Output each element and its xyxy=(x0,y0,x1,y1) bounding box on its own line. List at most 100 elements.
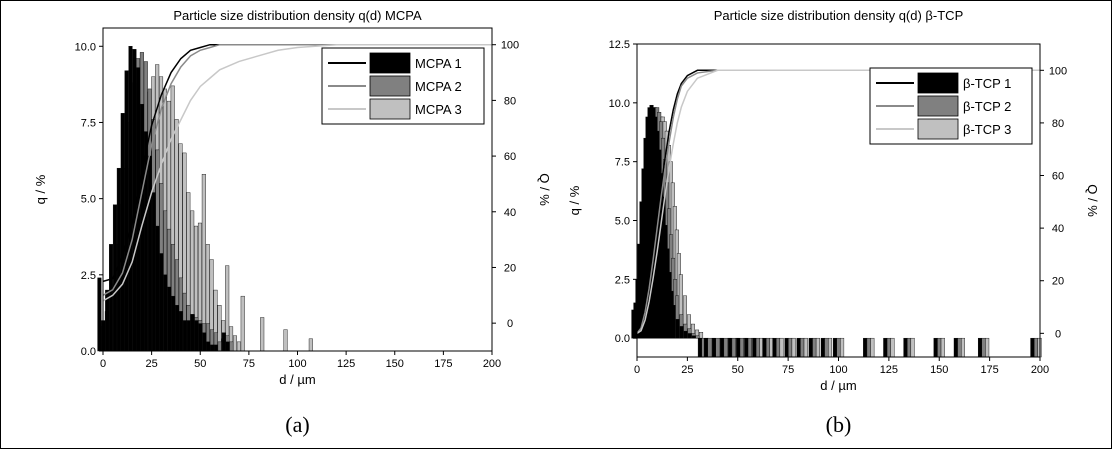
bar xyxy=(225,341,230,352)
bar xyxy=(675,319,680,339)
bar xyxy=(953,337,958,358)
chart-title: Particle size distribution density q(d) … xyxy=(173,8,422,23)
y2-tick-label: 100 xyxy=(501,40,519,52)
legend: β-TCP 1 β-TCP 2 β-TCP 3 xyxy=(869,67,1033,145)
y-axis-label: q / % xyxy=(567,185,582,215)
bar xyxy=(683,330,688,339)
legend-bar-swatch xyxy=(369,75,411,97)
y-tick-label: 0.0 xyxy=(81,346,96,358)
bar xyxy=(808,337,813,358)
legend-label: MCPA 3 xyxy=(415,102,462,117)
bar xyxy=(703,337,708,358)
x-tick-label: 25 xyxy=(146,358,158,370)
y-tick-label: 12.5 xyxy=(609,39,630,51)
bar xyxy=(151,192,156,352)
y2-axis-label: Q / % xyxy=(537,173,552,206)
legend-bar-swatch xyxy=(917,72,959,94)
bar xyxy=(985,337,990,358)
x-tick-label: 150 xyxy=(930,364,948,376)
y2-tick-label: 60 xyxy=(504,151,516,163)
bar xyxy=(832,337,837,358)
bar xyxy=(736,337,741,358)
bar xyxy=(765,337,770,358)
bar xyxy=(194,320,199,352)
bar xyxy=(671,305,676,339)
bar xyxy=(155,225,160,352)
bar xyxy=(167,286,172,352)
y-tick-label: 7.5 xyxy=(81,117,96,129)
bar xyxy=(128,46,133,352)
bar xyxy=(981,337,986,358)
bar xyxy=(910,337,915,358)
y-tick-label: 5.0 xyxy=(615,216,630,228)
chart-title: Particle size distribution density q(d) … xyxy=(714,8,964,23)
legend: MCPA 1 MCPA 2 MCPA 3 xyxy=(321,47,485,125)
bar xyxy=(747,337,752,358)
bar xyxy=(776,337,781,358)
bar xyxy=(961,337,966,358)
panel-caption: (a) xyxy=(285,412,309,437)
bar xyxy=(697,337,702,358)
bar xyxy=(886,337,891,358)
legend-label: MCPA 2 xyxy=(415,79,462,94)
bar xyxy=(866,337,871,358)
y2-axis-label: Q / % xyxy=(1085,184,1100,217)
bar xyxy=(903,337,908,358)
cumulative-line-3 xyxy=(102,43,492,302)
bar xyxy=(232,335,237,352)
bar xyxy=(933,337,938,358)
bar xyxy=(796,337,801,358)
bar xyxy=(957,337,962,358)
bar xyxy=(828,337,833,358)
bar xyxy=(1033,337,1038,358)
cumulative-line-2 xyxy=(102,43,492,296)
x-tick-label: 75 xyxy=(243,358,255,370)
bar xyxy=(779,337,784,358)
panel-caption: (b) xyxy=(826,412,852,437)
bar xyxy=(147,155,152,352)
bar xyxy=(217,341,222,352)
bar xyxy=(762,337,767,358)
bar xyxy=(236,341,241,352)
legend-label: MCPA 1 xyxy=(415,56,462,71)
bar xyxy=(863,337,868,358)
bar xyxy=(883,337,888,358)
x-axis-label: d / µm xyxy=(279,372,315,387)
y2-tick-label: 20 xyxy=(1052,276,1064,288)
bar xyxy=(890,337,895,358)
x-tick-label: 125 xyxy=(337,358,355,370)
y-axis-label: q / % xyxy=(33,174,48,204)
bar xyxy=(731,337,736,358)
bar xyxy=(744,337,749,358)
bar xyxy=(752,337,757,358)
bar xyxy=(687,333,692,339)
x-tick-label: 75 xyxy=(782,364,794,376)
bar xyxy=(283,329,288,352)
bar xyxy=(712,337,717,358)
y2-tick-label: 100 xyxy=(1049,65,1067,77)
bar xyxy=(772,337,777,358)
bar xyxy=(1030,337,1035,358)
bar xyxy=(977,337,982,358)
bar xyxy=(824,337,829,358)
bar xyxy=(179,311,184,352)
bar xyxy=(159,253,164,352)
bar xyxy=(97,277,102,352)
bar xyxy=(800,337,805,358)
bar xyxy=(739,337,744,358)
bar xyxy=(788,337,793,358)
bar xyxy=(695,335,700,339)
x-tick-label: 50 xyxy=(194,358,206,370)
bar-series-group xyxy=(97,46,313,352)
bar xyxy=(707,337,712,358)
bar xyxy=(206,341,211,352)
legend-bar-swatch xyxy=(369,52,411,74)
bar xyxy=(791,337,796,358)
x-tick-label: 175 xyxy=(434,358,452,370)
bar xyxy=(836,337,841,358)
bar xyxy=(171,295,176,352)
bar xyxy=(214,344,219,352)
y2-tick-label: 80 xyxy=(504,95,516,107)
x-tick-label: 200 xyxy=(1031,364,1049,376)
